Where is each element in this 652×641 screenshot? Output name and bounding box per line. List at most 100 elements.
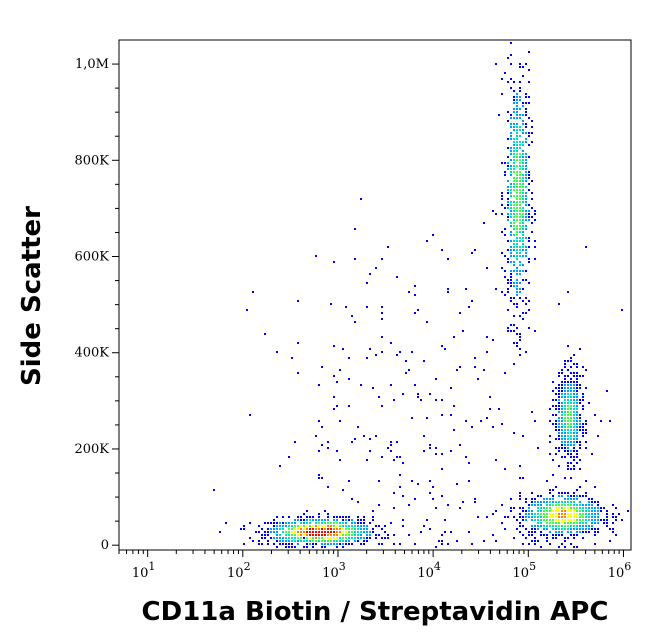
event-dot <box>354 438 356 440</box>
event-dot <box>516 138 518 140</box>
event-dot <box>564 501 566 503</box>
event-dot <box>579 441 581 443</box>
event-dot <box>576 462 578 464</box>
event-dot <box>558 528 560 530</box>
event-dot <box>522 66 524 68</box>
event-dot <box>459 444 461 446</box>
event-dot <box>573 390 575 392</box>
event-dot <box>540 546 542 548</box>
event-dot <box>321 540 323 542</box>
event-dot <box>582 405 584 407</box>
event-dot <box>468 480 470 482</box>
event-dot <box>327 525 329 527</box>
event-dot <box>474 501 476 503</box>
event-dot <box>585 447 587 449</box>
event-dot <box>522 507 524 509</box>
event-dot <box>396 441 398 443</box>
event-dot <box>561 441 563 443</box>
event-dot <box>525 312 527 314</box>
event-dot <box>414 498 416 500</box>
event-dot <box>570 408 572 410</box>
event-dot <box>579 513 581 515</box>
y-tick-label: 400K <box>74 346 109 361</box>
event-dot <box>564 378 566 380</box>
event-dot <box>321 366 323 368</box>
event-dot <box>570 417 572 419</box>
event-dot <box>336 540 338 542</box>
event-dot <box>330 303 332 305</box>
event-dot <box>528 240 530 242</box>
event-dot <box>513 285 515 287</box>
event-dot <box>564 528 566 530</box>
event-dot <box>567 438 569 440</box>
event-dot <box>516 231 518 233</box>
event-dot <box>516 93 518 95</box>
event-dot <box>291 531 293 533</box>
event-dot <box>414 384 416 386</box>
event-dot <box>303 546 305 548</box>
event-dot <box>573 495 575 497</box>
event-dot <box>390 441 392 443</box>
event-dot <box>516 159 518 161</box>
event-dot <box>339 543 341 545</box>
event-dot <box>507 189 509 191</box>
event-dot <box>582 393 584 395</box>
event-dot <box>516 132 518 134</box>
event-dot <box>576 375 578 377</box>
event-dot <box>501 522 503 524</box>
event-dot <box>318 540 320 542</box>
event-dot <box>357 537 359 539</box>
event-dot <box>471 543 473 545</box>
event-dot <box>546 522 548 524</box>
event-dot <box>333 537 335 539</box>
event-dot <box>306 522 308 524</box>
event-dot <box>552 459 554 461</box>
event-dot <box>513 240 515 242</box>
event-dot <box>576 534 578 536</box>
event-dot <box>525 249 527 251</box>
event-dot <box>570 399 572 401</box>
event-dot <box>378 543 380 545</box>
event-dot <box>513 126 515 128</box>
event-dot <box>549 504 551 506</box>
event-dot <box>315 543 317 545</box>
event-dot <box>519 531 521 533</box>
x-axis: 101 102 103 104 105 106 <box>118 550 631 581</box>
event-dot <box>516 111 518 113</box>
event-dot <box>522 519 524 521</box>
event-dot <box>519 180 521 182</box>
event-dot <box>582 516 584 518</box>
event-dot <box>435 546 437 548</box>
event-dot <box>549 522 551 524</box>
event-dot <box>315 525 317 527</box>
event-dot <box>582 507 584 509</box>
event-dot <box>312 528 314 530</box>
event-dot <box>573 546 575 548</box>
event-dot <box>474 366 476 368</box>
event-dot <box>510 171 512 173</box>
event-dot <box>348 543 350 545</box>
event-dot <box>567 531 569 533</box>
event-dot <box>576 387 578 389</box>
event-dot <box>390 522 392 524</box>
event-dot <box>324 531 326 533</box>
event-dot <box>309 522 311 524</box>
event-dot <box>591 501 593 503</box>
event-dot <box>519 165 521 167</box>
event-dot <box>270 522 272 524</box>
event-dot <box>219 531 221 533</box>
event-dot <box>576 435 578 437</box>
event-dot <box>507 81 509 83</box>
event-dot <box>468 531 470 533</box>
event-dot <box>510 297 512 299</box>
event-dot <box>516 141 518 143</box>
event-dot <box>288 534 290 536</box>
event-dot <box>336 381 338 383</box>
event-dot <box>294 534 296 536</box>
event-dot <box>516 228 518 230</box>
event-dot <box>564 477 566 479</box>
event-dot <box>333 375 335 377</box>
event-dot <box>576 519 578 521</box>
event-dot <box>585 525 587 527</box>
event-dot <box>576 531 578 533</box>
